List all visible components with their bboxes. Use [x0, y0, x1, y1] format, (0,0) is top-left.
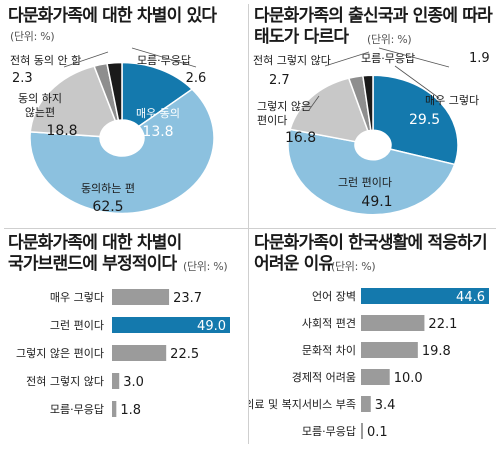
bar-label-그런-편이다: 그런 편이다	[50, 319, 104, 332]
bar-value-그런-편이다: 49.0	[197, 319, 226, 334]
bar-value-의료-및-복지서비스-부족: 3.4	[375, 398, 396, 413]
bar-value-모름-무응답: 1.8	[120, 403, 141, 418]
bar-value-문화적-차이: 19.8	[422, 344, 451, 359]
donut-slice-매우-그렇다	[372, 74, 459, 166]
bar-label-언어-장벽: 언어 장벽	[312, 290, 356, 303]
donut-slice-동의하는-편	[29, 88, 215, 215]
horizontal-divider	[4, 228, 496, 229]
slice-value-모름-무응답: 2.6	[186, 71, 207, 86]
chart-title: 다문화가족이 한국생활에 적응하기 어려운 이유	[254, 233, 488, 274]
bar-label-모름-무응답: 모름·무응답	[302, 425, 356, 438]
slice-value-그런-편이다: 49.1	[361, 194, 392, 210]
donut-slice-그런-편이다	[287, 128, 456, 216]
bar-value-매우-그렇다: 23.7	[173, 291, 202, 306]
bar-label-매우-그렇다: 매우 그렇다	[50, 291, 104, 304]
slice-value-모름-무응답: 1.9	[469, 51, 490, 66]
slice-value-매우-그렇다: 29.5	[409, 112, 440, 128]
bar-chart-1: 매우 그렇다 23.7 그런 편이다 49.0 그렇지 않은 편이다 22.5 전혀 그렇지…	[16, 289, 230, 418]
leader-line	[394, 65, 440, 99]
bar-label-모름-무응답: 모름·무응답	[50, 403, 104, 416]
bar-사회적-편견	[361, 315, 425, 331]
bar-그렇지-않은-편이다	[112, 345, 167, 361]
bar-value-전혀-그렇지-않다: 3.0	[123, 375, 144, 390]
slice-label-전혀-동의-안-함: 전혀 동의 안 함	[10, 54, 81, 67]
panel-discrimination-exists: 다문화가족에 대한 차별이 있다 (단위: %) 매우 동의 13.8 동의하는 편…	[0, 0, 248, 228]
bar-모름-무응답	[361, 423, 363, 439]
unit-label: (단위: %)	[183, 260, 228, 273]
donut-slice-동의-하지-않는편	[29, 65, 117, 138]
unit-label: (단위: %)	[367, 33, 412, 46]
leader-line	[63, 51, 109, 68]
donut-slice-매우-동의	[121, 61, 194, 128]
slice-label-동의-하지-않는편: 동의 하지 않는편	[18, 91, 62, 119]
donut-chart-1: 매우 동의 13.8 동의하는 편 62.5 동의 하지 않는편 18.8 전혀 동의 안 함…	[10, 47, 215, 215]
bar-문화적-차이	[361, 342, 418, 358]
unit-label: (단위: %)	[10, 30, 55, 43]
bar-value-그렇지-않은-편이다: 22.5	[170, 347, 199, 362]
panel-attitude-by-origin: 다문화가족의 출신국과 인종에 따라 태도가 다르다 (단위: %) 매우 그렇…	[249, 0, 500, 228]
slice-value-전혀-그렇지-않다: 2.7	[269, 73, 290, 88]
slice-label-모름-무응답: 모름·무응답	[137, 54, 191, 67]
bar-전혀-그렇지-않다	[112, 373, 120, 389]
bar-label-경제적-어려움: 경제적 어려움	[292, 371, 356, 384]
chart-title: 다문화가족에 대한 차별이 있다	[8, 6, 217, 26]
slice-value-매우-동의: 13.8	[142, 124, 173, 140]
bar-value-언어-장벽: 44.6	[456, 290, 485, 305]
bar-value-사회적-편견: 22.1	[428, 317, 457, 332]
slice-value-동의-하지-않는편: 18.8	[46, 123, 77, 139]
bar-chart-2: 언어 장벽 44.6 사회적 편견 22.1 문화적 차이 19.8 경제적 어려움 10.0…	[249, 288, 489, 440]
bar-label-전혀-그렇지-않다: 전혀 그렇지 않다	[26, 375, 104, 388]
slice-value-그렇지-않은-편이다: 16.8	[285, 130, 316, 146]
slice-label-그렇지-않은-편이다: 그렇지 않은 편이다	[257, 100, 311, 127]
donut-chart-2: 매우 그렇다 29.5 그런 편이다 49.1 그렇지 않은 편이다 16.8 전혀 그렇지 …	[253, 47, 490, 216]
bar-label-문화적-차이: 문화적 차이	[302, 344, 356, 357]
bar-매우-그렇다	[112, 289, 170, 305]
slice-value-전혀-동의-안-함: 2.3	[12, 71, 33, 86]
bar-value-모름-무응답: 0.1	[367, 425, 388, 440]
bar-경제적-어려움	[361, 369, 390, 385]
slice-label-전혀-그렇지-않다: 전혀 그렇지 않다	[253, 54, 331, 67]
bar-의료-및-복지서비스-부족	[361, 396, 371, 412]
donut-slice-모름-무응답	[362, 74, 374, 132]
bar-언어-장벽	[361, 288, 489, 304]
bar-label-그렇지-않은-편이다: 그렇지 않은 편이다	[16, 347, 104, 360]
bar-label-의료-및-복지서비스-부족: 의료 및 복지서비스 부족	[249, 398, 356, 411]
bar-value-경제적-어려움: 10.0	[394, 371, 423, 386]
leader-line	[324, 51, 370, 67]
slice-value-동의하는-편: 62.5	[92, 199, 123, 215]
slice-label-모름-무응답: 모름·무응답	[361, 52, 415, 65]
panel-adaptation-difficulty: 다문화가족이 한국생활에 적응하기 어려운 이유 (단위: %) 언어 장벽 44…	[249, 229, 500, 450]
bar-모름-무응답	[112, 401, 117, 417]
donut-slice-모름-무응답	[106, 61, 123, 122]
panel-national-brand: 다문화가족에 대한 차별이 국가브랜드에 부정적이다 (단위: %) 매우 그렇…	[0, 229, 248, 450]
chart-title: 다문화가족의 출신국과 인종에 따라 태도가 다르다	[254, 6, 493, 47]
vertical-divider	[248, 4, 249, 444]
leader-line	[131, 47, 197, 68]
bar-label-사회적-편견: 사회적 편견	[302, 317, 356, 330]
unit-label: (단위: %)	[331, 260, 376, 273]
slice-label-매우-동의: 매우 동의	[136, 107, 180, 120]
bar-그런-편이다	[112, 317, 230, 333]
slice-label-동의하는-편: 동의하는 편	[81, 181, 135, 195]
leader-line	[308, 95, 320, 111]
chart-title: 다문화가족에 대한 차별이 국가브랜드에 부정적이다	[8, 233, 182, 274]
leader-line	[378, 47, 450, 68]
slice-label-매우-그렇다: 매우 그렇다	[425, 94, 479, 107]
donut-slice-그렇지-않은-편이다	[289, 77, 369, 143]
slice-label-그런-편이다: 그런 편이다	[338, 176, 392, 189]
